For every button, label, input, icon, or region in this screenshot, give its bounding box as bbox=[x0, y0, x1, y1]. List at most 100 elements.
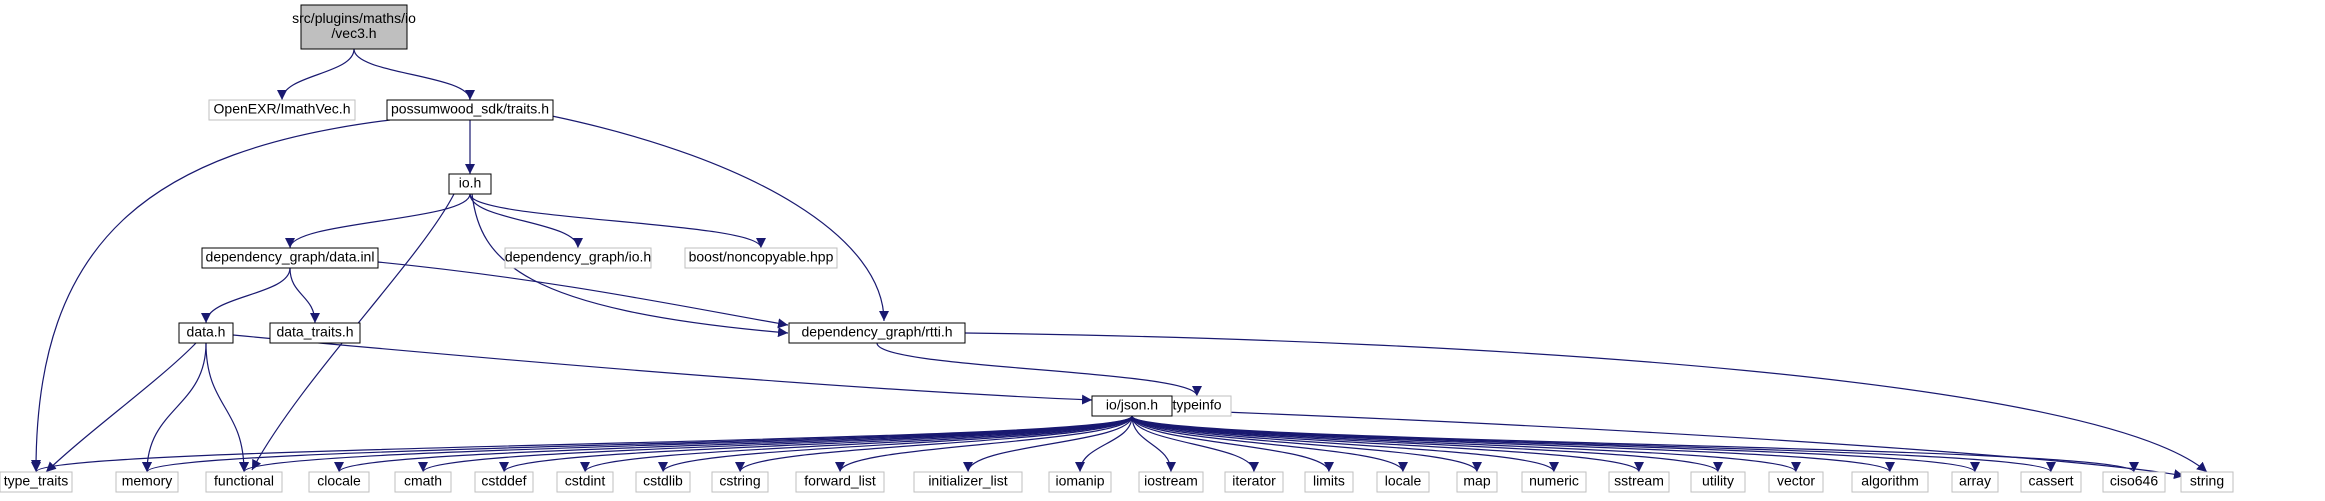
edge-json-to-limits bbox=[1131, 415, 1334, 473]
node-type_traits[interactable]: type_traits bbox=[0, 471, 73, 493]
node-box[interactable] bbox=[269, 322, 361, 344]
node-box[interactable] bbox=[1091, 395, 1173, 417]
node-box[interactable] bbox=[386, 99, 554, 121]
edge-json-to-functional bbox=[239, 415, 1133, 473]
node-vector[interactable]: vector bbox=[1768, 471, 1824, 493]
node-label: array bbox=[1959, 473, 1991, 489]
node-box[interactable] bbox=[711, 471, 769, 493]
node-functional[interactable]: functional bbox=[205, 471, 283, 493]
node-map[interactable]: map bbox=[1456, 471, 1498, 493]
node-initializer_list[interactable]: initializer_list bbox=[913, 471, 1023, 493]
edge-traits-to-rtti bbox=[551, 115, 889, 322]
node-label: string bbox=[2190, 473, 2224, 489]
node-utility[interactable]: utility bbox=[1690, 471, 1746, 493]
node-label: locale bbox=[1385, 473, 1422, 489]
node-box[interactable] bbox=[115, 471, 179, 493]
node-label: sstream bbox=[1614, 473, 1664, 489]
node-rtti[interactable]: dependency_graph/rtti.h bbox=[788, 322, 966, 344]
node-box[interactable] bbox=[1304, 471, 1354, 493]
node-box[interactable] bbox=[1048, 471, 1112, 493]
node-box[interactable] bbox=[448, 173, 492, 195]
node-sstream[interactable]: sstream bbox=[1608, 471, 1670, 493]
node-io[interactable]: io.h bbox=[448, 173, 492, 195]
node-box[interactable] bbox=[201, 247, 379, 269]
node-forward_list[interactable]: forward_list bbox=[795, 471, 885, 493]
node-array[interactable]: array bbox=[1951, 471, 1999, 493]
node-traits[interactable]: possumwood_sdk/traits.h bbox=[386, 99, 554, 121]
dependency-nodes: src/plugins/maths/io/vec3.h OpenEXR/Imath… bbox=[0, 4, 2234, 493]
node-box[interactable] bbox=[300, 4, 408, 50]
node-box[interactable] bbox=[2180, 471, 2234, 493]
node-imathvec[interactable]: OpenEXR/ImathVec.h bbox=[208, 99, 356, 121]
dependency-edges bbox=[31, 48, 2208, 480]
node-label: data.h bbox=[187, 324, 226, 340]
node-box[interactable] bbox=[1376, 471, 1430, 493]
edge-json-to-clocale bbox=[334, 415, 1133, 473]
node-box[interactable] bbox=[308, 471, 370, 493]
node-box[interactable] bbox=[795, 471, 885, 493]
node-datah[interactable]: data.h bbox=[178, 322, 234, 344]
node-datainl[interactable]: dependency_graph/data.inl bbox=[201, 247, 379, 269]
node-iterator[interactable]: iterator bbox=[1224, 471, 1284, 493]
node-limits[interactable]: limits bbox=[1304, 471, 1354, 493]
node-cassert[interactable]: cassert bbox=[2020, 471, 2082, 493]
node-box[interactable] bbox=[1224, 471, 1284, 493]
node-cstddef[interactable]: cstddef bbox=[474, 471, 534, 493]
node-box[interactable] bbox=[504, 247, 652, 269]
node-label: numeric bbox=[1529, 473, 1579, 489]
node-box[interactable] bbox=[556, 471, 614, 493]
node-iomanip[interactable]: iomanip bbox=[1048, 471, 1112, 493]
node-label: src/plugins/maths/io bbox=[292, 10, 416, 26]
node-box[interactable] bbox=[684, 247, 838, 269]
node-box[interactable] bbox=[2020, 471, 2082, 493]
edge-vec3-to-imathvec bbox=[277, 48, 355, 101]
edge-json-to-map bbox=[1131, 415, 1482, 473]
node-typeinfo[interactable]: typeinfo bbox=[1162, 395, 1232, 417]
node-box[interactable] bbox=[205, 471, 283, 493]
node-box[interactable] bbox=[0, 471, 73, 493]
node-cstring[interactable]: cstring bbox=[711, 471, 769, 493]
node-iostream[interactable]: iostream bbox=[1138, 471, 1204, 493]
node-box[interactable] bbox=[913, 471, 1023, 493]
node-clocale[interactable]: clocale bbox=[308, 471, 370, 493]
node-box[interactable] bbox=[1851, 471, 1929, 493]
node-box[interactable] bbox=[1456, 471, 1498, 493]
node-box[interactable] bbox=[178, 322, 234, 344]
node-cmath[interactable]: cmath bbox=[394, 471, 452, 493]
node-label: typeinfo bbox=[1172, 397, 1221, 413]
node-label: forward_list bbox=[804, 473, 876, 489]
edge-datainl-to-datah bbox=[201, 267, 291, 324]
node-json[interactable]: io/json.h bbox=[1091, 395, 1173, 417]
node-memory[interactable]: memory bbox=[115, 471, 179, 493]
node-noncopy[interactable]: boost/noncopyable.hpp bbox=[684, 247, 838, 269]
node-box[interactable] bbox=[394, 471, 452, 493]
node-label: algorithm bbox=[1861, 473, 1919, 489]
node-dgio[interactable]: dependency_graph/io.h bbox=[504, 247, 652, 269]
node-datatraits[interactable]: data_traits.h bbox=[269, 322, 361, 344]
edge-json-to-iterator bbox=[1131, 415, 1259, 473]
node-ciso646[interactable]: ciso646 bbox=[2102, 471, 2166, 493]
node-numeric[interactable]: numeric bbox=[1521, 471, 1587, 493]
node-box[interactable] bbox=[474, 471, 534, 493]
node-locale[interactable]: locale bbox=[1376, 471, 1430, 493]
edge-datainl-to-datatraits bbox=[289, 267, 320, 324]
node-box[interactable] bbox=[1138, 471, 1204, 493]
node-label: limits bbox=[1313, 473, 1345, 489]
node-box[interactable] bbox=[1951, 471, 1999, 493]
node-box[interactable] bbox=[1608, 471, 1670, 493]
node-cstdlib[interactable]: cstdlib bbox=[635, 471, 691, 493]
edge-json-to-sstream bbox=[1131, 415, 1644, 473]
node-box[interactable] bbox=[1521, 471, 1587, 493]
node-vec3[interactable]: src/plugins/maths/io/vec3.h bbox=[292, 4, 416, 50]
node-string[interactable]: string bbox=[2180, 471, 2234, 493]
node-box[interactable] bbox=[635, 471, 691, 493]
node-cstdint[interactable]: cstdint bbox=[556, 471, 614, 493]
edge-json-to-vector bbox=[1131, 415, 1801, 473]
node-box[interactable] bbox=[1690, 471, 1746, 493]
node-box[interactable] bbox=[788, 322, 966, 344]
edge-io-to-rtti bbox=[471, 193, 789, 338]
node-box[interactable] bbox=[1768, 471, 1824, 493]
node-box[interactable] bbox=[2102, 471, 2166, 493]
node-algorithm[interactable]: algorithm bbox=[1851, 471, 1929, 493]
node-box[interactable] bbox=[208, 99, 356, 121]
